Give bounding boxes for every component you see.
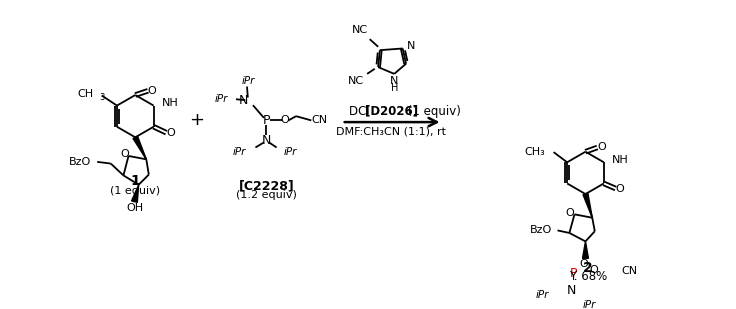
Text: DCI: DCI: [349, 104, 373, 118]
Text: O: O: [166, 128, 175, 138]
Text: iPr: iPr: [214, 94, 227, 104]
Text: O: O: [579, 259, 588, 269]
Text: 1: 1: [130, 174, 140, 188]
Text: [D2026]: [D2026]: [366, 104, 419, 118]
Text: Y. 68%: Y. 68%: [569, 270, 607, 283]
Text: NC: NC: [348, 76, 364, 86]
Text: CH₃: CH₃: [525, 147, 545, 157]
Text: iPr: iPr: [536, 290, 549, 300]
Text: NH: NH: [612, 155, 629, 165]
Text: 2: 2: [583, 261, 593, 275]
Text: [C2228]: [C2228]: [238, 179, 294, 192]
Text: N: N: [238, 95, 248, 108]
Text: N: N: [390, 76, 398, 87]
Polygon shape: [582, 241, 589, 258]
Text: iPr: iPr: [233, 147, 246, 157]
Polygon shape: [133, 136, 146, 159]
Text: N: N: [407, 41, 415, 51]
Text: O: O: [590, 265, 598, 275]
Text: (1 equiv): (1 equiv): [403, 104, 461, 118]
Text: O: O: [597, 142, 606, 152]
Text: OH: OH: [126, 203, 143, 214]
Text: (1 equiv): (1 equiv): [110, 186, 160, 196]
Text: O: O: [148, 86, 157, 96]
Text: BzO: BzO: [69, 157, 91, 167]
Text: O: O: [280, 115, 289, 125]
Text: CN: CN: [312, 115, 328, 125]
Text: 3: 3: [99, 93, 105, 102]
Text: NH: NH: [162, 98, 179, 108]
Text: (1.2 equiv): (1.2 equiv): [236, 190, 297, 200]
Text: BzO: BzO: [530, 225, 553, 235]
Text: H: H: [391, 83, 398, 93]
Polygon shape: [132, 185, 138, 202]
Text: O: O: [615, 184, 624, 193]
Text: NC: NC: [352, 25, 367, 35]
Text: P: P: [263, 114, 270, 127]
Text: +: +: [190, 112, 205, 129]
Text: N: N: [262, 134, 271, 147]
Text: N: N: [567, 284, 576, 297]
Polygon shape: [583, 193, 592, 218]
Text: CN: CN: [621, 266, 637, 276]
Text: DMF:CH₃CN (1:1), rt: DMF:CH₃CN (1:1), rt: [336, 126, 446, 136]
Text: CH: CH: [77, 89, 93, 99]
Text: P: P: [570, 267, 577, 280]
Text: iPr: iPr: [242, 76, 255, 86]
Text: iPr: iPr: [583, 300, 596, 309]
Text: iPr: iPr: [283, 147, 297, 157]
Text: O: O: [121, 149, 130, 159]
Text: O: O: [566, 208, 575, 218]
